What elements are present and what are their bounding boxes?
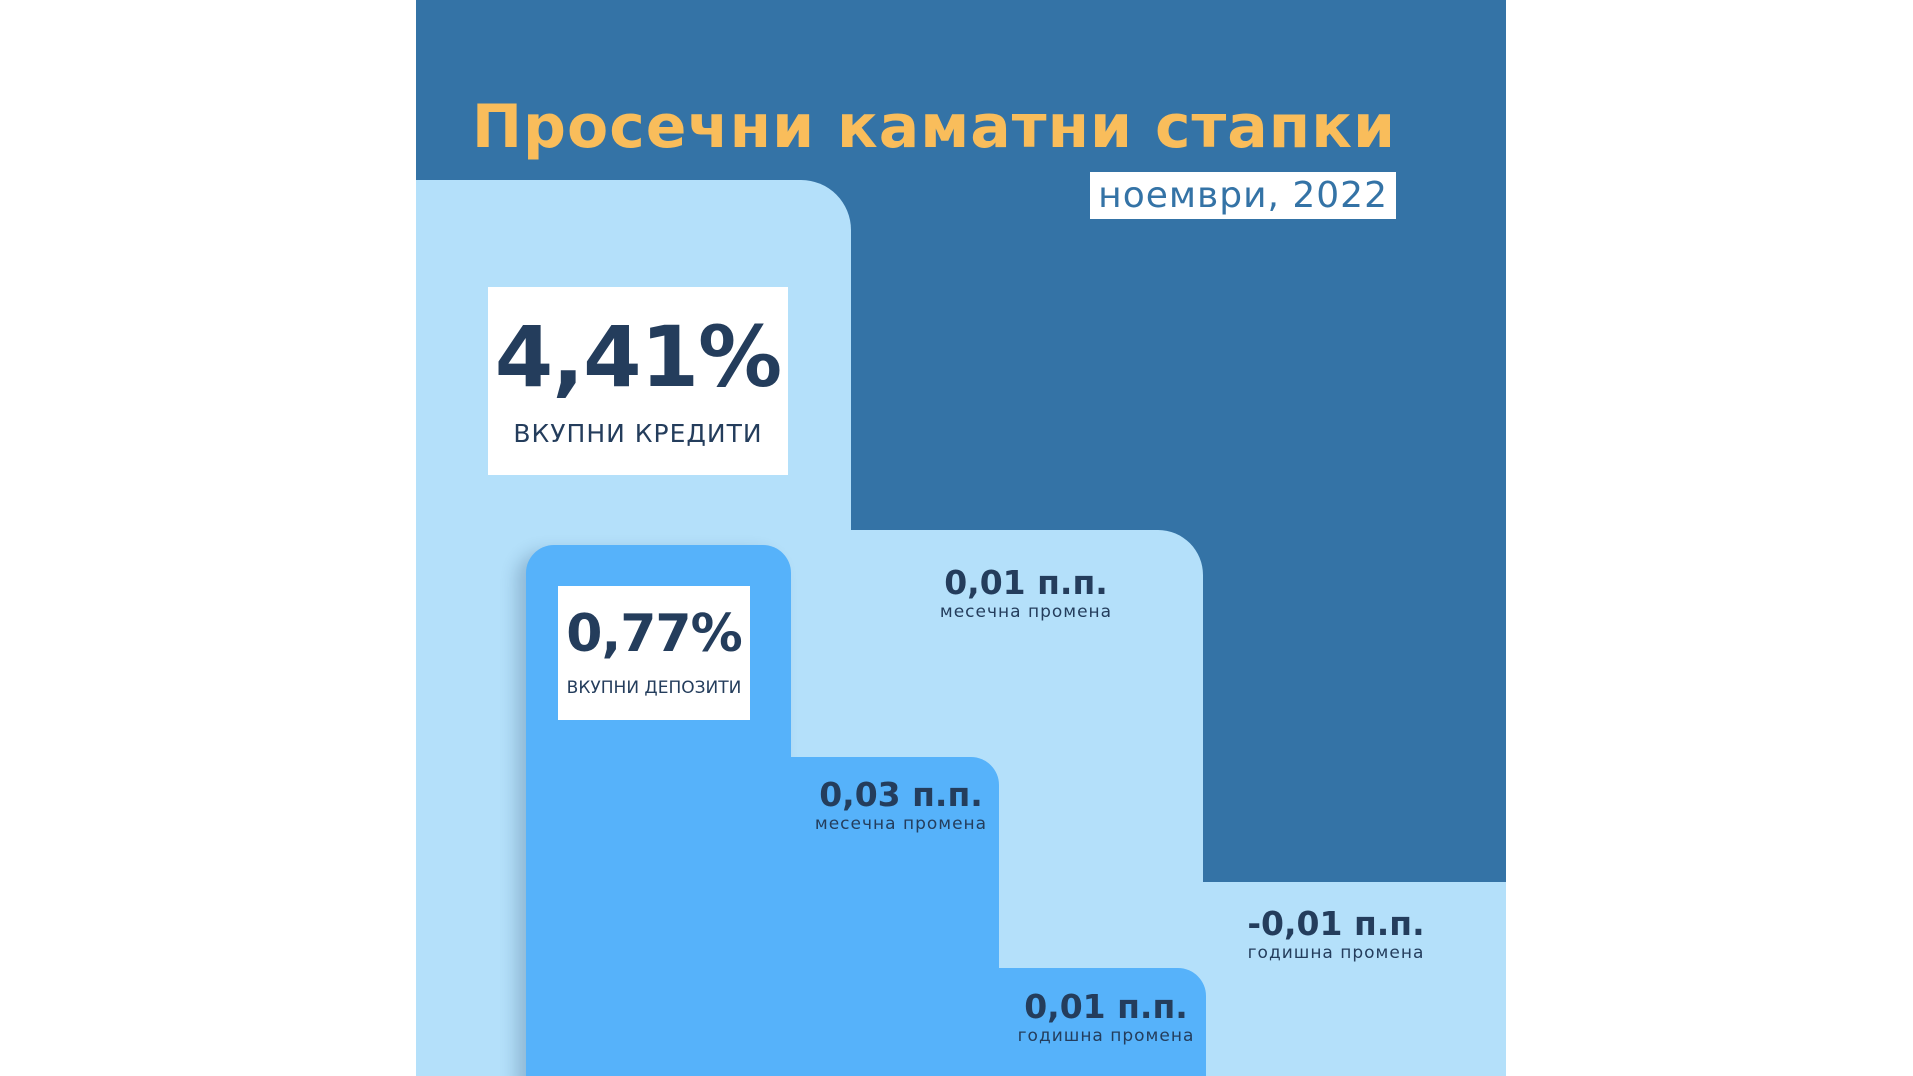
deposits-step-3 (526, 968, 1206, 1076)
deposits-monthly-change-value: 0,03 п.п. (819, 775, 983, 814)
loans-rate-value: 4,41% (494, 308, 782, 406)
deposits-rate-card: 0,77% ВКУПНИ ДЕПОЗИТИ (558, 586, 750, 720)
loans-monthly-change: 0,01 п.п. месечна промена (936, 563, 1116, 623)
infographic-poster: Просечни каматни стапки ноември, 2022 4,… (416, 0, 1506, 1076)
deposits-rate-value: 0,77% (566, 604, 742, 664)
deposits-rate-label: ВКУПНИ ДЕПОЗИТИ (566, 678, 742, 698)
loans-monthly-change-value: 0,01 п.п. (944, 563, 1108, 602)
deposits-yearly-change-label: годишна промена (1017, 1026, 1195, 1046)
loans-yearly-change-value: -0,01 п.п. (1247, 904, 1425, 943)
date-label: ноември, 2022 (1090, 172, 1396, 219)
loans-yearly-change: -0,01 п.п. годишна промена (1241, 904, 1431, 964)
deposits-yearly-change: 0,01 п.п. годишна промена (1011, 987, 1201, 1047)
loans-rate-card: 4,41% ВКУПНИ КРЕДИТИ (488, 287, 788, 475)
loans-rate-label: ВКУПНИ КРЕДИТИ (513, 419, 763, 448)
deposits-monthly-change: 0,03 п.п. месечна промена (811, 775, 991, 835)
loans-yearly-change-label: годишна промена (1247, 943, 1425, 963)
poster-title: Просечни каматни стапки (471, 92, 1396, 162)
loans-monthly-change-label: месечна промена (939, 602, 1113, 622)
deposits-yearly-change-value: 0,01 п.п. (1024, 987, 1188, 1026)
deposits-monthly-change-label: месечна промена (814, 814, 988, 834)
